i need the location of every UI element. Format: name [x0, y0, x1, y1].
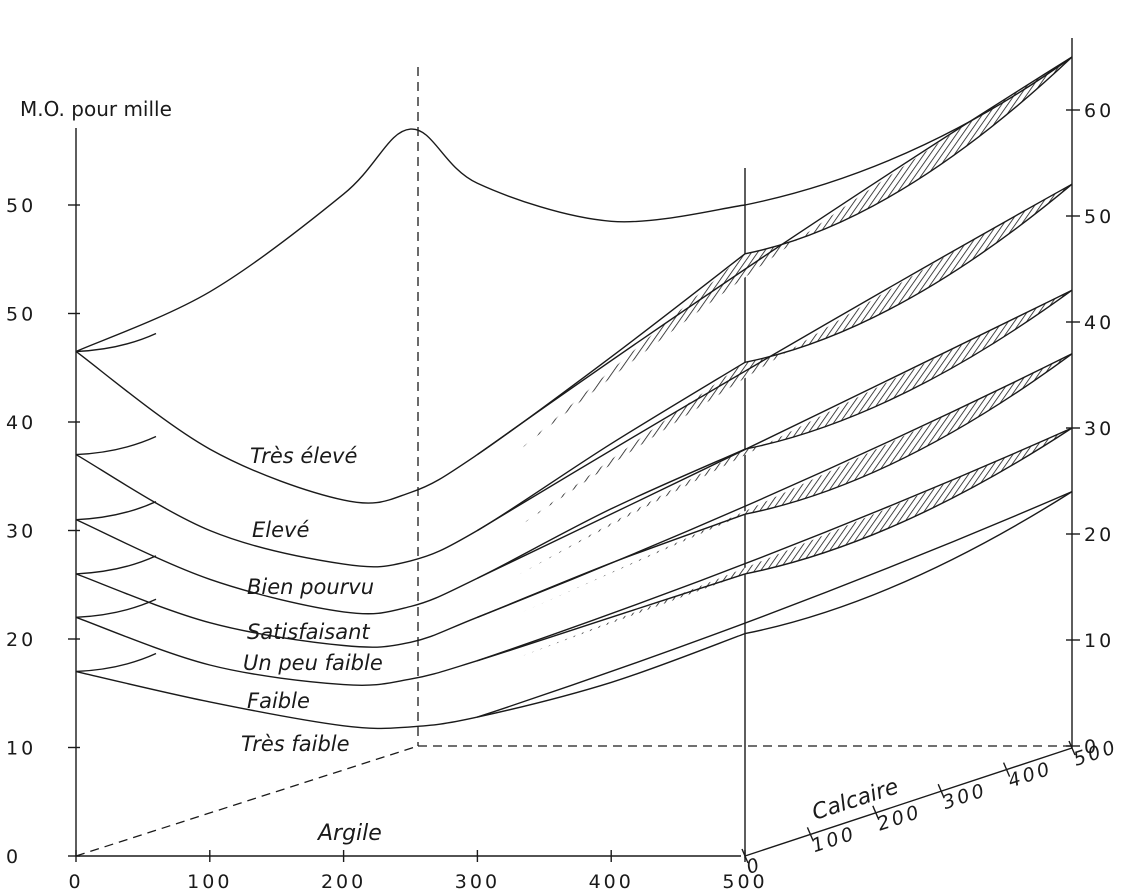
calcaire-extension-curve — [477, 427, 1073, 662]
right-tick-label: 50 — [1084, 206, 1114, 228]
class-label-un-peu-faible: Un peu faible — [243, 651, 383, 675]
x-tick-label: 200 — [321, 871, 366, 893]
hatched-band — [517, 57, 1072, 452]
calcaire-extension-curve — [477, 289, 1073, 579]
x-tick-label: 500 — [722, 871, 767, 893]
hatched-band — [517, 428, 1072, 658]
calcaire-surface-curve — [744, 353, 1073, 515]
hatched-bands — [517, 57, 1072, 658]
left-connector-arc — [75, 332, 157, 353]
boundary-curve — [75, 448, 746, 615]
right-tick-label: 0 — [1084, 736, 1099, 758]
left-tick-label: 10 — [6, 738, 36, 760]
z-tick-label: 0 — [744, 853, 765, 879]
left-connector-arc — [75, 435, 157, 456]
calcaire-surface-curve — [744, 491, 1073, 635]
x-tick-label: 300 — [455, 871, 500, 893]
boundary-curves — [75, 56, 1073, 730]
hatched-band — [517, 290, 1072, 576]
x-tick-label: 400 — [589, 871, 634, 893]
calcaire-axis — [744, 747, 1073, 857]
hatched-band — [517, 184, 1072, 528]
z-tick-label: 200 — [875, 801, 925, 836]
left-connector-arc — [75, 598, 157, 618]
top-envelope-curve — [75, 128, 746, 353]
left-connector-arc — [75, 501, 157, 521]
z-tick-label: 300 — [940, 779, 990, 814]
right-tick-label: 30 — [1084, 418, 1114, 440]
z-tick-mark — [937, 783, 945, 799]
z-tick-mark — [1002, 762, 1011, 777]
right-tick-label: 60 — [1084, 100, 1114, 122]
boundary-curve — [75, 361, 746, 568]
left-tick-label: 50 — [6, 195, 36, 217]
calcaire-surface-curve — [744, 183, 1073, 363]
right-tick-label: 10 — [1084, 630, 1114, 652]
z-tick-mark — [1068, 740, 1076, 756]
left-connector-arc — [75, 555, 157, 575]
left-tick-label: 20 — [6, 629, 36, 651]
calcaire-surface-curve — [744, 427, 1073, 575]
left-connector-arc — [75, 652, 157, 673]
x-tick-label: 100 — [187, 871, 232, 893]
left-tick-label: 40 — [6, 412, 36, 434]
class-label-satisfaisant: Satisfaisant — [247, 620, 370, 644]
right-tick-label: 20 — [1084, 524, 1114, 546]
calcaire-surface-curve — [744, 56, 1073, 255]
z-tick-mark — [806, 827, 815, 842]
class-label-bien-pourvu: Bien pourvu — [247, 575, 374, 599]
class-label-eleve: Elevé — [252, 518, 309, 542]
z-tick-mark — [741, 848, 749, 864]
boundary-curve — [75, 573, 746, 686]
right-tick-label: 40 — [1084, 312, 1114, 334]
x-tick-label: 0 — [68, 871, 83, 893]
calcaire-surface-curve — [744, 289, 1073, 450]
left-tick-label: 30 — [6, 521, 36, 543]
y-axis-title: M.O. pour mille — [20, 97, 172, 121]
x-axis-title: Argile — [316, 821, 382, 846]
z-tick-mark — [872, 805, 880, 821]
boundary-curve — [75, 253, 746, 504]
calcaire-extension-curve — [477, 353, 1073, 618]
boundary-curve — [75, 513, 746, 648]
left-tick-label: 0 — [6, 846, 21, 868]
z-tick-label: 400 — [1005, 757, 1055, 792]
z-tick-label: 100 — [809, 822, 859, 857]
class-label-tres-faible: Très faible — [241, 732, 350, 756]
top-envelope-extension — [744, 56, 1073, 206]
boundary-curve — [75, 632, 746, 730]
z-tick-label: 500 — [1071, 736, 1121, 771]
calcaire-extension-curve — [477, 183, 1073, 532]
calcaire-extension-curve — [477, 490, 1073, 718]
class-label-tres-eleve: Très élevé — [250, 444, 357, 468]
left-tick-label: 50 — [6, 304, 36, 326]
class-label-faible: Faible — [247, 689, 310, 713]
